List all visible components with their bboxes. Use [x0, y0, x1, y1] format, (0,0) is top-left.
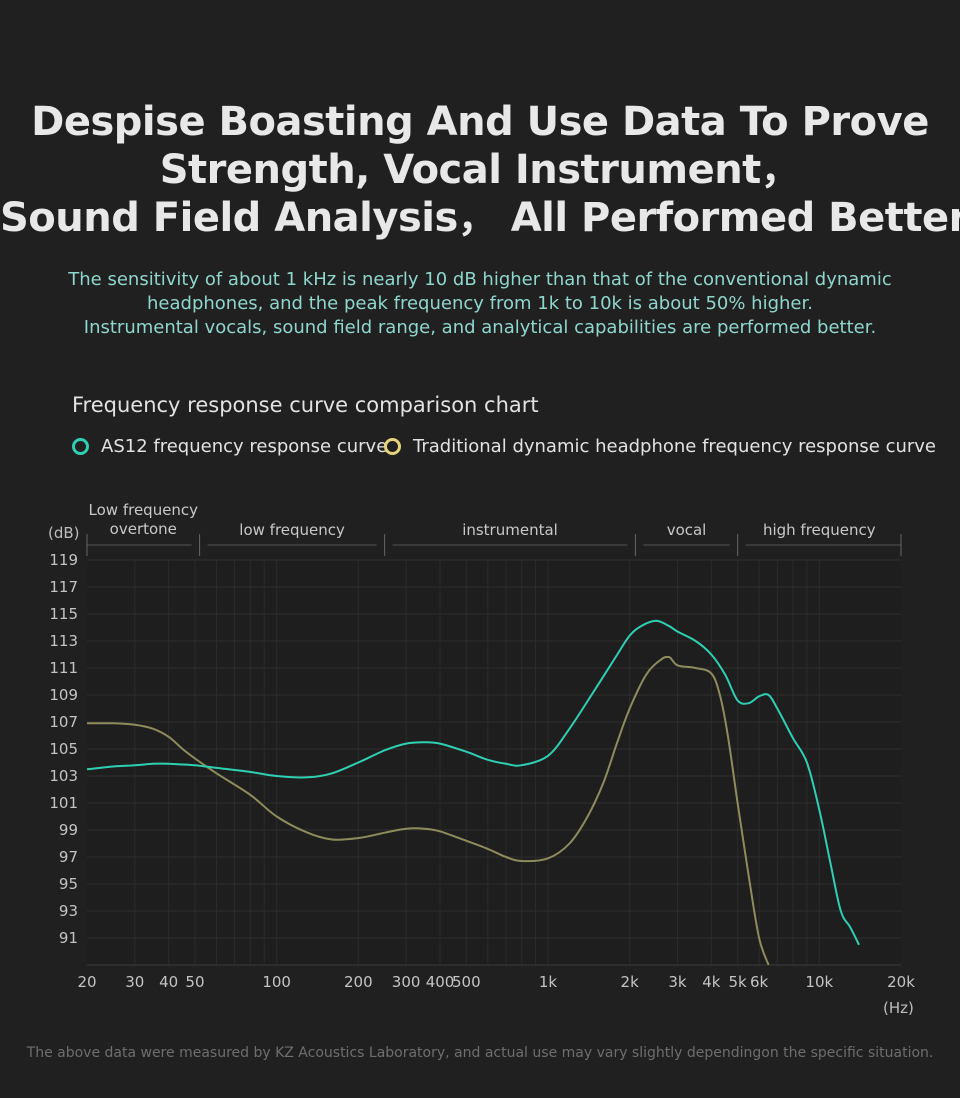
y-axis-ticks: 119 117 115 113 111 109 107 105 103 101 99 97 95 93 91 [49, 551, 78, 947]
x-tick-label: 2k [621, 973, 640, 991]
legend-label-traditional: Traditional dynamic headphone frequency … [413, 436, 937, 457]
series-line-as12 [87, 619, 860, 946]
legend-item-as12: AS12 frequency response curve [72, 436, 387, 457]
x-tick-label: 30 [125, 973, 144, 991]
x-tick-label: 4k [702, 973, 721, 991]
y-tick-label: 95 [59, 875, 78, 893]
y-tick-label: 111 [49, 659, 78, 677]
x-tick-label: 200 [344, 973, 373, 991]
y-tick-label: 109 [49, 686, 78, 704]
x-tick-label: 40 [159, 973, 178, 991]
subtext-line-2: headphones, and the peak frequency from … [147, 293, 813, 314]
series-line-traditional [87, 655, 770, 965]
chart-title: Frequency response curve comparison char… [72, 393, 539, 417]
x-tick-label: 5k [729, 973, 748, 991]
chart-series [87, 619, 860, 965]
y-tick-label: 91 [59, 929, 78, 947]
x-tick-label: 6k [750, 973, 769, 991]
y-tick-label: 105 [49, 740, 78, 758]
headline: Despise Boasting And Use Data To Prove S… [0, 98, 960, 242]
y-axis-label: (dB) [48, 524, 80, 542]
band-label: vocal [667, 521, 707, 539]
headline-line-3: Sound Field Analysis， All Performed Bett… [0, 195, 960, 241]
x-tick-label: 300 [392, 973, 421, 991]
y-tick-label: 99 [59, 821, 78, 839]
legend-dot-as12-icon [72, 438, 89, 455]
x-tick-label: 3k [668, 973, 687, 991]
y-tick-label: 107 [49, 713, 78, 731]
x-tick-label: 20 [77, 973, 96, 991]
y-tick-label: 103 [49, 767, 78, 785]
x-tick-label: 500 [452, 973, 481, 991]
band-label: overtone [110, 520, 177, 538]
legend-item-traditional: Traditional dynamic headphone frequency … [384, 436, 936, 457]
plot-area [87, 560, 901, 965]
x-tick-label: 50 [185, 973, 204, 991]
x-tick-label: 1k [539, 973, 558, 991]
y-tick-label: 115 [49, 605, 78, 623]
x-tick-label: 400 [426, 973, 455, 991]
y-tick-label: 119 [49, 551, 78, 569]
headline-line-2: Strength, Vocal Instrument， [159, 147, 801, 193]
subtext-line-1: The sensitivity of about 1 kHz is nearly… [68, 269, 892, 290]
band-label: high frequency [763, 521, 876, 539]
x-tick-label: 10k [805, 973, 833, 991]
legend-label-as12: AS12 frequency response curve [101, 436, 388, 457]
chart-grid [87, 559, 901, 966]
subtext: The sensitivity of about 1 kHz is nearly… [0, 268, 960, 340]
y-tick-label: 117 [49, 578, 78, 596]
y-tick-label: 101 [49, 794, 78, 812]
chart-legend: AS12 frequency response curve Traditiona… [72, 436, 936, 462]
band-label: low frequency [239, 521, 345, 539]
band-label: instrumental [462, 521, 558, 539]
headline-line-1: Despise Boasting And Use Data To Prove [31, 99, 929, 145]
band-label: Low frequency [89, 501, 199, 519]
y-tick-label: 97 [59, 848, 78, 866]
footnote: The above data were measured by KZ Acous… [26, 1045, 934, 1061]
legend-dot-traditional-icon [384, 438, 401, 455]
subtext-line-3: Instrumental vocals, sound field range, … [83, 317, 877, 338]
x-tick-label: 100 [262, 973, 291, 991]
x-axis-label: (Hz) [883, 999, 914, 1017]
y-tick-label: 93 [59, 902, 78, 920]
x-tick-label: 20k [887, 973, 915, 991]
y-tick-label: 113 [49, 632, 78, 650]
